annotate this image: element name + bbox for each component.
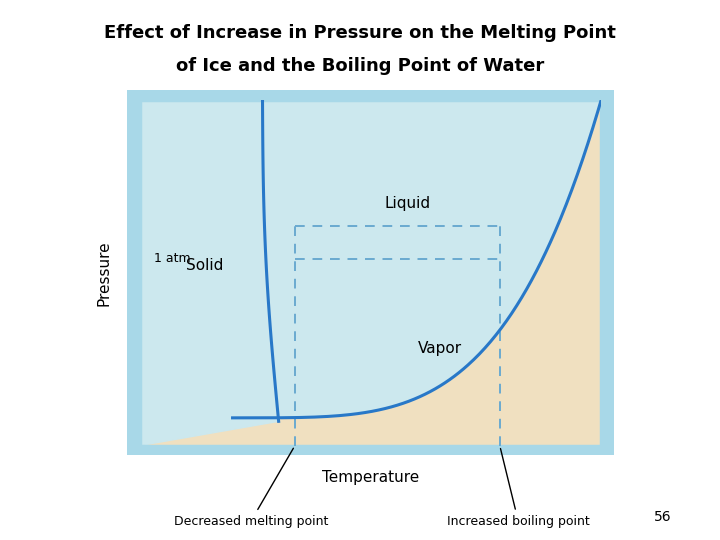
Text: Temperature: Temperature [322,470,420,485]
Text: Solid: Solid [186,258,224,273]
Polygon shape [140,100,601,446]
Text: 1 atm: 1 atm [154,252,191,265]
Text: Decreased melting point: Decreased melting point [174,448,328,528]
Text: 56: 56 [654,510,671,524]
Text: of Ice and the Boiling Point of Water: of Ice and the Boiling Point of Water [176,57,544,75]
Polygon shape [140,100,279,446]
Text: Liquid: Liquid [384,196,431,211]
Text: Pressure: Pressure [96,240,111,306]
Text: Increased boiling point: Increased boiling point [447,449,590,528]
Text: Effect of Increase in Pressure on the Melting Point: Effect of Increase in Pressure on the Me… [104,24,616,42]
Text: Vapor: Vapor [418,341,462,356]
